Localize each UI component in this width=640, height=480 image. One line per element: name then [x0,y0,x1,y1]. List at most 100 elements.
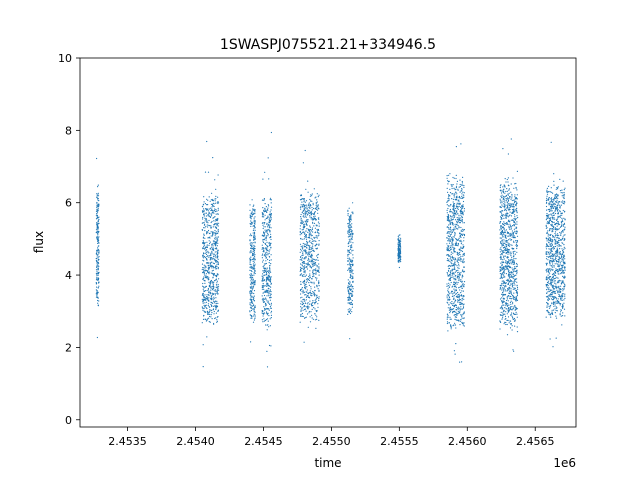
data-point [301,301,303,303]
data-point [250,225,252,227]
data-point [267,235,269,237]
data-point [563,222,566,224]
data-point [203,196,205,198]
data-point [250,300,252,302]
data-point [308,255,310,257]
data-point [314,208,316,210]
data-point [250,264,252,266]
data-point [348,286,350,288]
data-point [503,310,505,312]
data-point [210,262,212,264]
data-point [254,314,256,316]
data-point [510,239,512,241]
data-point [254,270,256,272]
data-point [448,286,450,288]
data-point [215,238,217,240]
data-point [253,217,255,219]
data-point [97,216,99,219]
data-point [513,268,516,270]
data-point [270,291,272,293]
data-point [208,297,210,299]
data-point [266,223,268,225]
data-point [211,264,213,266]
data-point [211,208,213,210]
data-point [500,247,502,249]
data-point [350,295,352,297]
data-point [250,275,252,277]
data-point [513,201,516,203]
data-point [461,277,463,279]
data-point [250,242,252,244]
data-point [455,287,457,289]
data-point [249,216,251,218]
data-point [212,273,214,275]
data-point [508,265,510,267]
data-point [501,289,503,291]
data-point [502,307,504,309]
data-point [95,214,97,216]
data-point [511,193,513,196]
data-point [459,248,461,250]
data-point [312,258,314,260]
data-point [512,283,514,285]
data-point [452,198,454,200]
data-point [451,286,453,288]
data-point [204,227,206,229]
data-point [96,265,98,267]
data-point [503,313,505,315]
data-point [309,316,311,318]
data-point [311,238,313,240]
data-point [500,249,502,251]
data-point [503,214,505,216]
data-point [216,256,219,258]
data-point [454,300,457,302]
data-point [446,215,448,218]
data-point [308,230,310,232]
data-point [550,257,552,259]
data-point [202,242,204,244]
data-point [304,275,306,277]
data-point [449,250,451,252]
data-point [461,219,463,221]
data-point [316,310,318,313]
data-point [267,289,269,291]
data-point [270,279,272,281]
data-point [304,305,306,307]
data-point [206,270,208,272]
data-point [556,218,558,220]
data-point [209,247,211,249]
data-point [501,218,503,220]
data-point [211,309,213,311]
data-point [399,246,401,248]
data-point [546,305,548,307]
data-point [502,244,505,246]
data-point [348,207,350,209]
data-point [348,297,351,299]
data-point [249,266,251,268]
data-point [315,268,317,270]
data-point [550,283,552,285]
data-point [253,257,255,259]
data-point [450,203,452,206]
data-point [250,304,252,306]
data-point [457,220,459,222]
data-point [399,243,401,245]
data-point [253,221,255,223]
data-point [96,336,98,339]
data-point [447,269,450,271]
data-point [503,188,505,190]
data-point [318,218,320,220]
data-point [299,266,302,268]
data-point [512,204,514,206]
data-point [97,231,99,233]
data-point [210,209,212,212]
data-point [557,301,559,303]
data-point [215,279,217,281]
data-point [312,222,314,224]
data-point [499,254,501,256]
data-point [514,253,517,255]
data-point [348,264,350,266]
data-point [304,213,306,215]
data-point [556,276,558,278]
data-point [215,261,217,263]
